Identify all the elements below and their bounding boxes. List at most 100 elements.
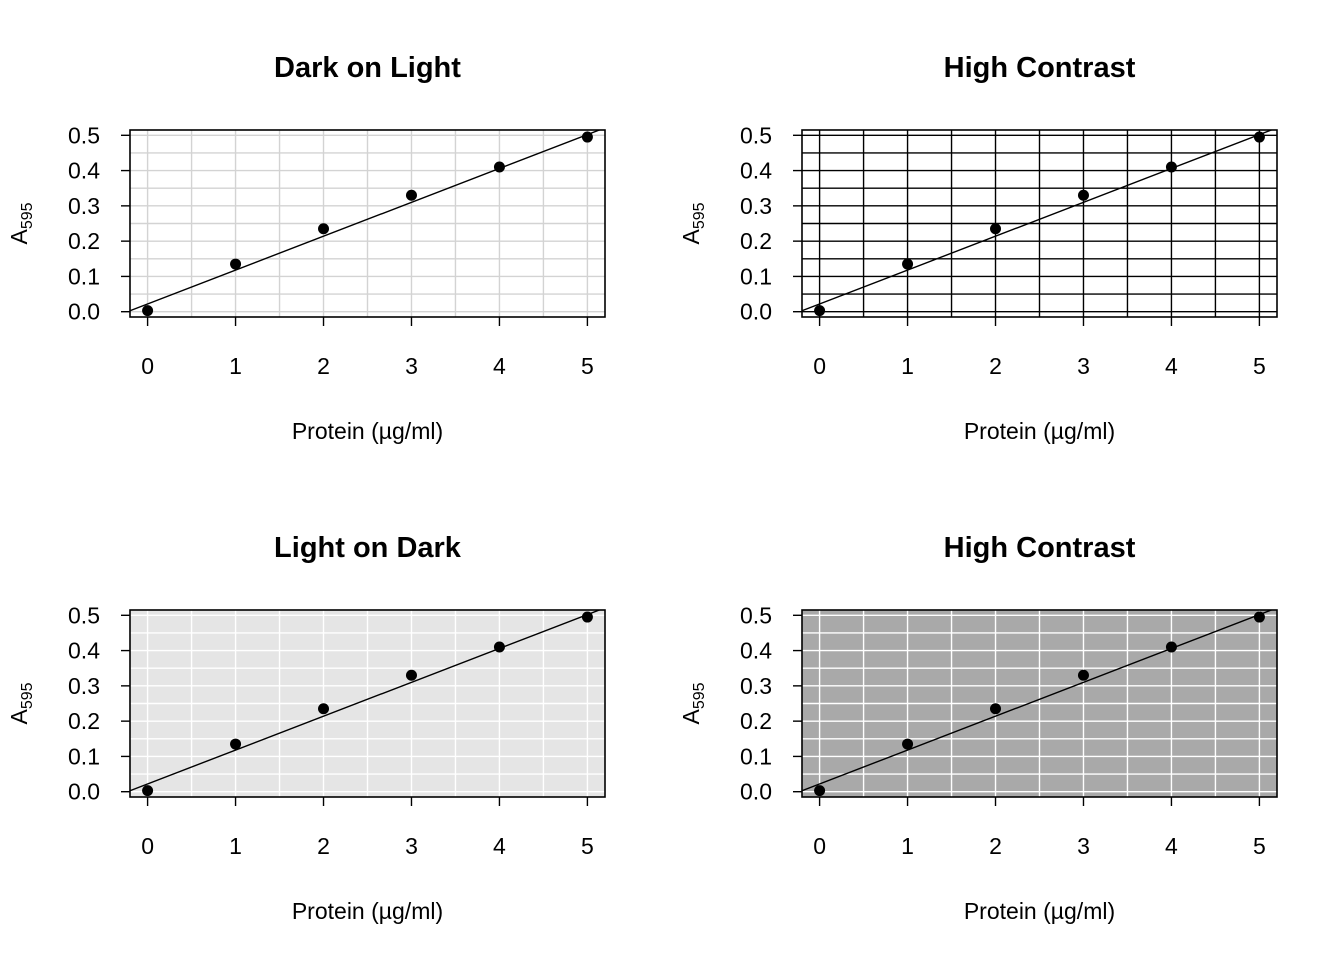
fit-line — [802, 610, 1274, 792]
y-tick-label: 0.2 — [740, 708, 772, 734]
x-tick-label: 4 — [1165, 353, 1178, 379]
data-point — [493, 641, 505, 653]
x-tick-label: 3 — [1077, 353, 1090, 379]
data-point — [142, 305, 154, 317]
y-tick-label: 0.5 — [740, 122, 772, 148]
data-point — [902, 258, 914, 270]
x-tick-label: 4 — [493, 833, 506, 859]
data-point — [581, 131, 593, 143]
x-axis-label: Protein (µg/ml) — [964, 898, 1115, 924]
data-point — [581, 611, 593, 623]
y-tick-label: 0.0 — [740, 299, 772, 325]
x-tick-label: 1 — [229, 353, 242, 379]
y-axis-label-base: A — [678, 229, 704, 245]
x-tick-label: 3 — [405, 353, 418, 379]
x-axis-label: Protein (µg/ml) — [292, 418, 443, 444]
data-point — [230, 738, 242, 750]
x-tick-label: 0 — [813, 833, 826, 859]
y-tick-label: 0.3 — [68, 673, 100, 699]
chart-panel-3: 0 1 2 3 4 5 0.0 0.1 0.2 0.3 0.4 0.5 Light on Dark Pro… — [6, 532, 606, 924]
y-tick-label: 0.5 — [740, 602, 772, 628]
data-point — [1165, 161, 1177, 173]
y-tick-label: 0.2 — [740, 228, 772, 254]
x-tick-label: 0 — [141, 833, 154, 859]
x-tick-label: 2 — [989, 353, 1002, 379]
plot-frame — [801, 129, 1278, 318]
data-point — [1253, 131, 1265, 143]
y-tick-label: 0.2 — [68, 708, 100, 734]
y-axis-label: A595 — [6, 202, 36, 244]
y-tick-label: 0.5 — [68, 122, 100, 148]
x-tick-label: 4 — [493, 353, 506, 379]
data-point — [405, 669, 417, 681]
y-axis-label: A595 — [678, 202, 708, 244]
y-tick-label: 0.1 — [740, 263, 772, 289]
x-axis-label: Protein (µg/ml) — [964, 418, 1115, 444]
chart-title: Light on Dark — [274, 532, 462, 564]
y-axis-label-base: A — [678, 709, 704, 725]
data-point — [1077, 189, 1089, 201]
data-point — [814, 785, 826, 797]
y-tick-label: 0.4 — [68, 638, 100, 664]
x-tick-label: 5 — [1253, 833, 1266, 859]
y-axis-label-subscript: 595 — [691, 682, 708, 709]
x-tick-label: 2 — [317, 833, 330, 859]
plot-frame — [801, 609, 1278, 798]
data-point — [1253, 611, 1265, 623]
x-tick-label: 1 — [229, 833, 242, 859]
x-tick-label: 2 — [989, 833, 1002, 859]
y-tick-label: 0.4 — [68, 158, 100, 184]
y-axis-label-subscript: 595 — [19, 682, 36, 709]
grid — [130, 130, 605, 317]
y-tick-label: 0.4 — [740, 158, 772, 184]
y-axis-label-base: A — [6, 709, 32, 725]
data-point — [493, 161, 505, 173]
data-point — [1165, 641, 1177, 653]
y-axis-label-subscript: 595 — [19, 202, 36, 229]
y-tick-label: 0.2 — [68, 228, 100, 254]
fit-line — [802, 130, 1274, 312]
plot-frame — [129, 609, 606, 798]
x-axis-label: Protein (µg/ml) — [292, 898, 443, 924]
data-point — [142, 785, 154, 797]
y-tick-label: 0.0 — [68, 779, 100, 805]
x-tick-label: 5 — [581, 833, 594, 859]
chart-title: Dark on Light — [274, 52, 461, 84]
y-axis-label-subscript: 595 — [691, 202, 708, 229]
chart-title: High Contrast — [944, 532, 1136, 564]
y-tick-label: 0.1 — [68, 263, 100, 289]
y-axis-label: A595 — [6, 682, 36, 724]
x-tick-label: 4 — [1165, 833, 1178, 859]
data-point — [318, 703, 330, 715]
y-tick-label: 0.1 — [740, 743, 772, 769]
data-point — [1077, 669, 1089, 681]
x-tick-label: 2 — [317, 353, 330, 379]
x-tick-label: 0 — [141, 353, 154, 379]
x-tick-label: 1 — [901, 833, 914, 859]
y-tick-label: 0.0 — [68, 299, 100, 325]
y-tick-label: 0.0 — [740, 779, 772, 805]
y-tick-label: 0.3 — [740, 193, 772, 219]
x-tick-label: 0 — [813, 353, 826, 379]
fit-line — [130, 130, 602, 312]
fit-line — [130, 610, 602, 792]
y-axis-label: A595 — [678, 682, 708, 724]
data-point — [990, 223, 1002, 235]
grid — [802, 610, 1277, 797]
x-tick-label: 1 — [901, 353, 914, 379]
data-point — [990, 703, 1002, 715]
plot-frame — [129, 129, 606, 318]
grid — [130, 610, 605, 797]
x-tick-label: 5 — [581, 353, 594, 379]
data-point — [230, 258, 242, 270]
x-tick-label: 5 — [1253, 353, 1266, 379]
data-point — [405, 189, 417, 201]
chart-title: High Contrast — [944, 52, 1136, 84]
x-tick-label: 3 — [405, 833, 418, 859]
y-tick-label: 0.1 — [68, 743, 100, 769]
chart-panel-4: 0 1 2 3 4 5 0.0 0.1 0.2 0.3 0.4 0.5 High Contrast Pro… — [678, 532, 1278, 924]
data-point — [814, 305, 826, 317]
y-axis-label-base: A — [6, 229, 32, 245]
x-tick-label: 3 — [1077, 833, 1090, 859]
